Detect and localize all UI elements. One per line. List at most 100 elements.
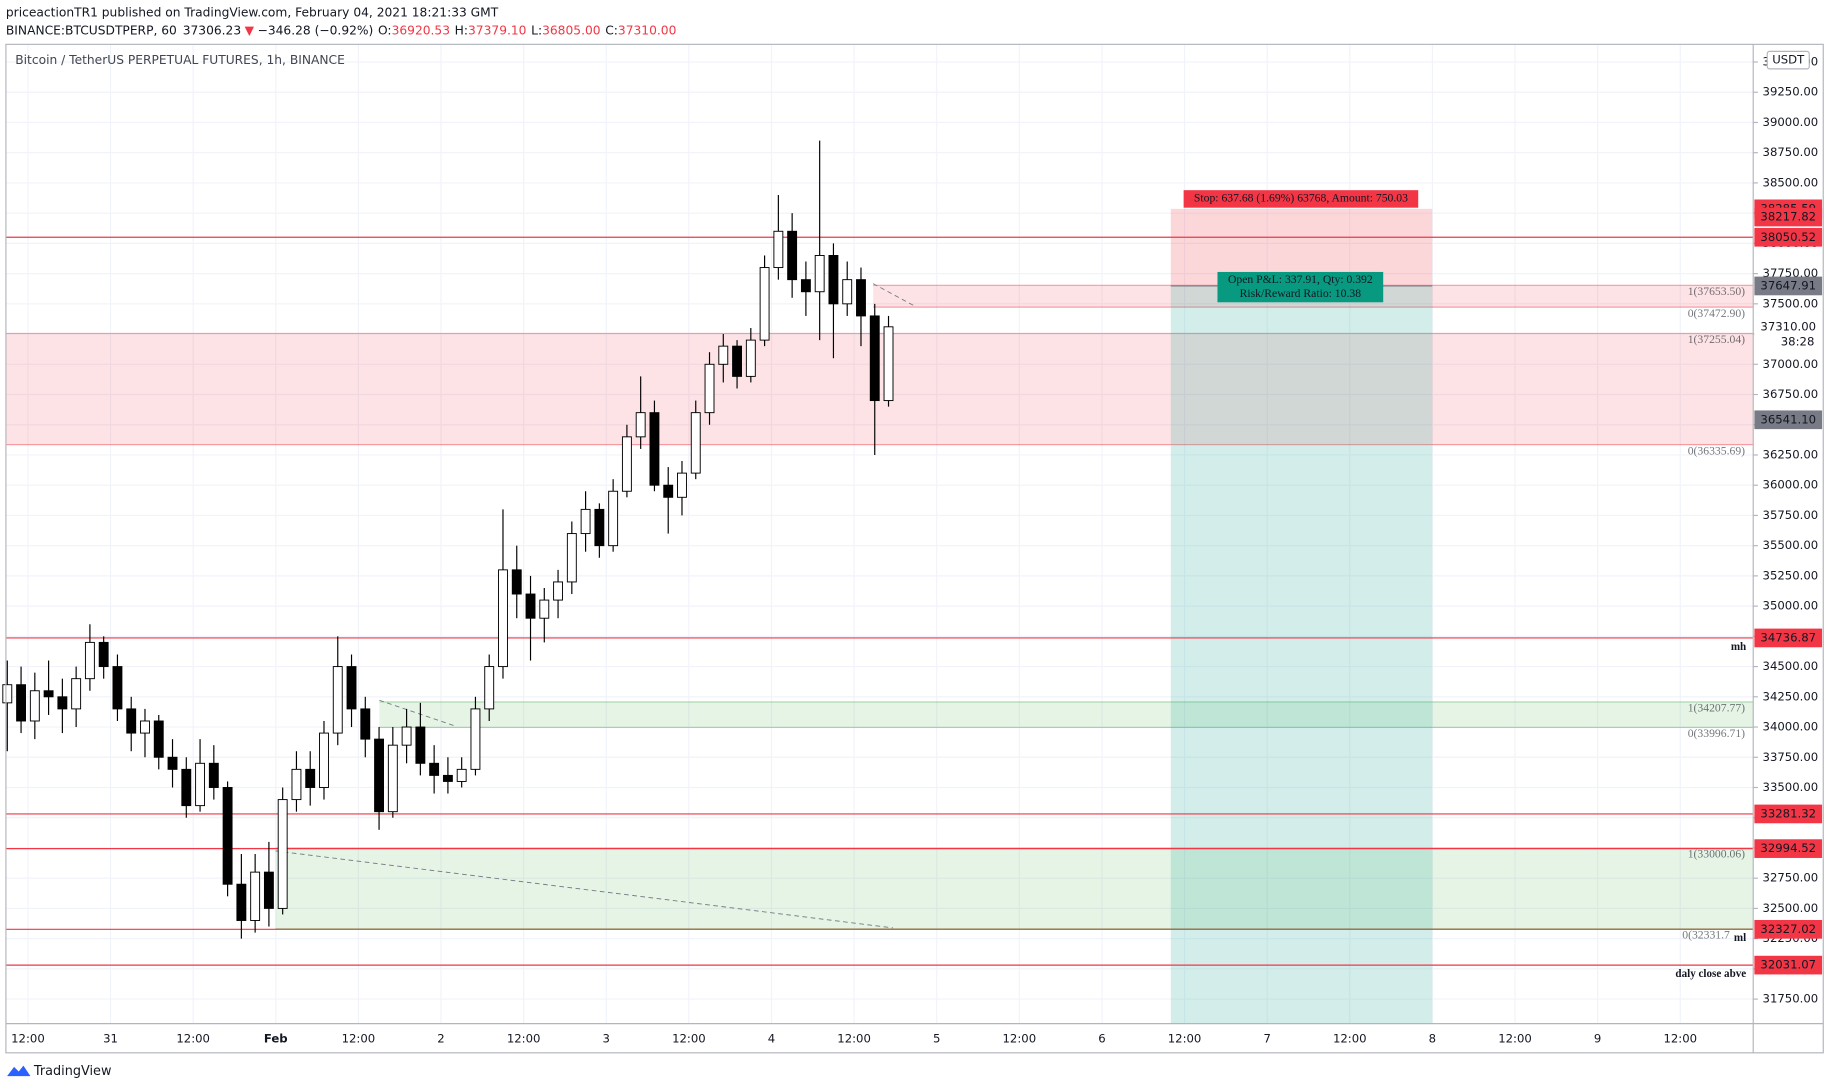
ohlc-key: H: [455,23,468,37]
price-box [1754,227,1823,247]
y-tick-label: 32750.00 [1763,871,1819,885]
candle-body [511,569,522,595]
change: −346.28 (−0.92%) [258,23,374,37]
price-box-label: 33281.32 [1760,806,1816,820]
x-tick-label: 12:00 [1498,1031,1532,1045]
candle-body [663,484,674,498]
y-tick-label: 37000.00 [1763,357,1819,371]
candle-body [277,799,288,909]
unit-box [1766,50,1810,70]
candle-body [319,732,329,788]
last-price: 37306.23 [183,23,241,37]
price-box-label: 32327.02 [1760,922,1816,936]
price-box [1754,839,1823,858]
x-tick-label: 5 [933,1031,940,1045]
candle-body [704,363,715,414]
x-tick-label: 9 [1594,1031,1601,1045]
y-tick-label: 38750.00 [1763,145,1819,159]
level-note: mh [1731,641,1746,653]
x-tick-label: 12:00 [507,1031,541,1045]
x-tick-label: 4 [768,1031,775,1045]
price-axis: 12:00 31 12:00 Feb 12:00 2 12:00 3 12:00 4 12:00 5 1… [11,55,1823,1045]
price-box-label: 32031.07 [1760,958,1816,972]
x-tick-label: 6 [1098,1031,1105,1045]
candle-body [470,708,481,770]
x-tick-label: 12:00 [837,1031,871,1045]
candle-body [250,871,261,921]
y-tick-label: 36250.00 [1763,447,1819,461]
y-tick-label: 35500.00 [1763,538,1819,552]
change-arrow: ▼ [245,23,255,37]
x-tick-label: 12:00 [1168,1031,1202,1045]
level-note: ml [1734,932,1746,944]
candle-body [869,315,880,402]
candle-body [677,472,687,498]
candle-body [814,255,825,293]
candle-body [98,641,109,668]
pnl-label-box [1217,271,1384,303]
price-box [1754,317,1823,351]
price-box-label: 32994.52 [1760,841,1816,855]
candle-body [332,666,343,734]
candle-body [732,345,742,377]
overlay-labels: 1(37255.04) 0(36335.69) 1(37653.50) 0(37472… [1183,190,1746,980]
grid [5,44,1754,1024]
candle-body [883,326,894,402]
ohlc-value: 37310.00 [618,23,676,37]
y-tick-label: 31750.00 [1763,992,1819,1006]
zone-label: 0(36335.69) [1688,444,1745,457]
zone-label: 1(37255.04) [1688,333,1745,346]
level-note: daly close abve [1675,968,1746,980]
price-box [1754,955,1823,975]
candle-body [222,787,233,885]
candle-body [580,508,591,535]
candle-body [360,708,371,740]
candle-body [112,666,123,710]
candle-body [553,581,564,601]
candle-body [57,696,68,710]
y-tick-label: 37500.00 [1763,296,1819,310]
frame [5,43,1824,1054]
candle-body [525,593,536,619]
ohlc-value: 37379.10 [468,23,526,37]
zone-label: 0(32331.7 [1682,928,1730,941]
x-tick-label: 31 [103,1031,118,1045]
candle-body [456,768,467,782]
candle-body [484,666,495,710]
candle-body [236,883,247,921]
candle-body [498,569,508,668]
price-box [1754,410,1823,430]
y-tick-label: 37750.00 [1763,266,1819,280]
candle-body [29,690,40,722]
candle-body [690,412,701,474]
x-tick-label: 2 [437,1031,444,1045]
brand: TradingView [33,1064,112,1079]
candle-body [181,768,192,807]
position-tool [1170,208,1433,1024]
dashed-line [275,850,894,929]
price-box-label: 36541.10 [1760,412,1816,426]
price-box [1754,207,1823,227]
ohlc-value: 36805.00 [542,23,600,37]
price-box [1754,919,1823,939]
y-tick-label: 38500.00 [1763,175,1819,189]
candle-body [415,726,426,764]
publisher: priceactionTR1 published on TradingView.… [6,5,499,19]
x-tick-label: 8 [1429,1031,1436,1045]
ohlc-key: C: [605,23,618,37]
price-box-label: 37647.91 [1760,278,1816,292]
logo-icon [7,1065,31,1077]
target-area [1170,285,1433,1024]
zone-label: 0(37472.90) [1688,307,1745,320]
y-tick-label: 39250.00 [1763,85,1819,99]
price-box [1754,276,1823,296]
candle-body [401,726,412,746]
y-tick-label: 33500.00 [1763,780,1819,794]
candle-body [305,768,316,788]
candle-body [374,738,385,813]
candle-body [539,599,550,619]
price-box-label: 38050.52 [1760,230,1816,244]
candle-body [140,720,150,734]
